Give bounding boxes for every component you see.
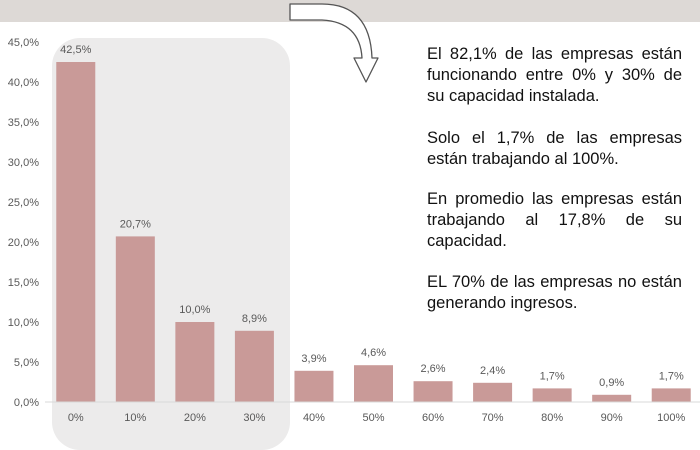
y-tick-label: 40,0% — [8, 77, 39, 89]
annotation-3: En promedio las empresas están trabajand… — [427, 190, 682, 250]
data-label: 4,6% — [361, 347, 386, 359]
data-label: 8,9% — [242, 313, 267, 325]
x-tick-label: 70% — [482, 412, 504, 424]
data-label: 10,0% — [179, 304, 210, 316]
x-tick-label: 100% — [657, 412, 685, 424]
bar — [175, 322, 215, 402]
x-tick-label: 90% — [601, 412, 623, 424]
data-label: 1,7% — [659, 370, 684, 382]
x-tick-label: 10% — [124, 412, 146, 424]
y-tick-label: 35,0% — [8, 117, 39, 129]
data-label: 2,6% — [421, 363, 446, 375]
x-tick-label: 40% — [303, 412, 325, 424]
bar — [651, 388, 691, 402]
bar — [532, 388, 572, 402]
bar — [294, 370, 334, 402]
data-label: 42,5% — [60, 44, 91, 56]
x-tick-label: 50% — [362, 412, 384, 424]
bar — [354, 365, 393, 402]
annotation-2: Solo el 1,7% de las empresas están traba… — [427, 129, 682, 168]
data-label: 3,9% — [301, 353, 326, 365]
data-label: 20,7% — [120, 218, 151, 230]
y-tick-label: 25,0% — [8, 197, 39, 209]
bar — [234, 330, 274, 402]
x-tick-label: 20% — [184, 412, 206, 424]
x-tick-label: 30% — [243, 412, 265, 424]
y-tick-label: 0,0% — [14, 397, 39, 409]
y-tick-label: 15,0% — [8, 277, 39, 289]
y-tick-label: 5,0% — [14, 357, 39, 369]
bar — [473, 382, 513, 402]
bar — [56, 62, 96, 402]
y-tick-label: 30,0% — [8, 157, 39, 169]
x-tick-label: 60% — [422, 412, 444, 424]
x-tick-label: 0% — [68, 412, 84, 424]
bar — [413, 381, 453, 402]
x-tick-label: 80% — [541, 412, 563, 424]
data-label: 2,4% — [480, 365, 505, 377]
data-label: 1,7% — [540, 370, 565, 382]
annotation-1: El 82,1% de las empresas están funcionan… — [427, 45, 682, 105]
y-tick-label: 10,0% — [8, 317, 39, 329]
y-tick-label: 45,0% — [8, 37, 39, 49]
annotation-4: EL 70% de las empresas no están generand… — [427, 273, 682, 312]
y-tick-label: 20,0% — [8, 237, 39, 249]
data-label: 0,9% — [599, 377, 624, 389]
bar — [115, 236, 155, 402]
bar — [592, 394, 632, 402]
